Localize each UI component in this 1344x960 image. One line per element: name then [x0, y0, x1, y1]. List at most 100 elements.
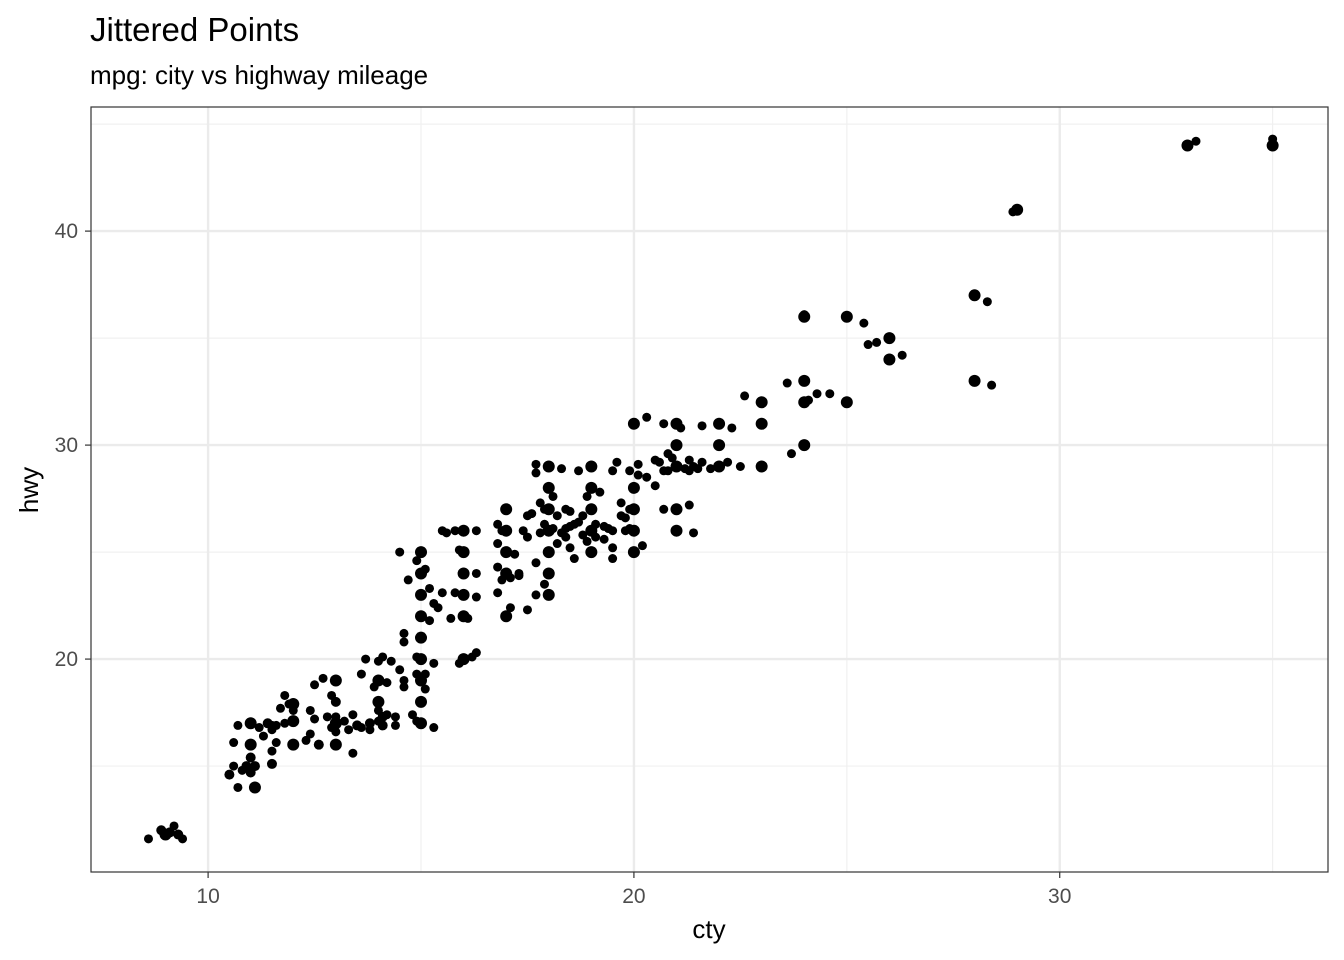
data-point [627, 524, 640, 537]
data-point [585, 481, 598, 494]
data-point [663, 466, 673, 476]
data-point [372, 695, 385, 708]
data-point [633, 470, 643, 480]
data-point [249, 761, 260, 772]
data-point [450, 526, 460, 536]
plot-panel [90, 106, 1329, 873]
data-point [305, 705, 315, 715]
data-point [305, 729, 315, 739]
data-point [280, 690, 290, 700]
data-point [723, 457, 733, 467]
data-point [415, 717, 428, 730]
data-point [535, 498, 545, 508]
data-point [693, 464, 703, 474]
data-point [582, 536, 592, 546]
data-point [713, 439, 726, 452]
data-point [1011, 203, 1024, 216]
data-point [1266, 139, 1279, 152]
data-point [569, 554, 579, 564]
data-point [229, 738, 239, 748]
data-point [377, 720, 388, 731]
data-point [713, 417, 726, 430]
data-point [505, 573, 515, 583]
data-point [429, 658, 439, 668]
data-point [415, 588, 428, 601]
data-point [518, 526, 528, 536]
data-point [287, 698, 300, 711]
data-point [612, 457, 622, 467]
data-point [248, 781, 261, 794]
data-point [637, 541, 647, 551]
data-point [493, 519, 503, 529]
data-point [500, 503, 513, 516]
data-point [982, 297, 992, 307]
data-point [654, 457, 664, 467]
data-point [382, 710, 392, 720]
data-point [968, 374, 981, 387]
data-point [531, 590, 541, 600]
data-point [608, 554, 618, 564]
data-point [386, 656, 396, 666]
data-point [689, 528, 699, 538]
data-point [415, 653, 428, 666]
data-point [415, 695, 428, 708]
data-point [727, 423, 737, 433]
data-point [271, 738, 281, 748]
data-point [415, 631, 428, 644]
data-point [522, 605, 532, 615]
data-point [863, 340, 873, 350]
data-point [522, 532, 532, 542]
data-point [471, 648, 481, 658]
data-point [267, 746, 277, 756]
data-point [786, 449, 796, 459]
data-point [804, 395, 814, 405]
data-point [266, 758, 277, 769]
data-point [399, 682, 409, 692]
data-point [233, 720, 243, 730]
data-point [608, 543, 618, 553]
data-point [642, 412, 652, 422]
data-point [403, 575, 413, 585]
data-point [565, 543, 575, 553]
x-tick-label: 20 [622, 885, 645, 908]
data-point [755, 396, 768, 409]
data-point [457, 653, 470, 666]
data-point [322, 712, 332, 722]
data-point [425, 583, 435, 593]
data-point [799, 310, 809, 320]
data-point [372, 674, 385, 687]
data-point [825, 389, 835, 399]
data-point [542, 546, 555, 559]
data-point [582, 491, 592, 501]
y-tick-label: 40 [55, 220, 78, 243]
data-point [650, 481, 660, 491]
data-point [552, 511, 562, 521]
data-point [271, 720, 281, 730]
y-tick-label: 30 [55, 434, 78, 457]
data-point [420, 669, 430, 679]
data-point [557, 464, 567, 474]
data-point [542, 481, 555, 494]
data-point [627, 503, 640, 516]
data-point [407, 710, 417, 720]
data-point [595, 487, 605, 497]
data-point [344, 725, 354, 735]
data-point [329, 674, 342, 687]
panel-background [91, 107, 1328, 872]
data-point [330, 696, 341, 707]
data-point [395, 665, 405, 675]
data-points [143, 134, 1279, 844]
data-point [399, 628, 409, 638]
data-point [670, 439, 683, 452]
data-point [755, 460, 768, 473]
data-point [493, 588, 503, 598]
data-point [531, 468, 541, 478]
data-point [365, 725, 375, 735]
data-point [420, 564, 430, 574]
data-point [415, 546, 428, 559]
data-point [457, 524, 470, 537]
data-point [608, 526, 618, 536]
data-point [331, 727, 341, 737]
data-point [684, 500, 694, 510]
data-point [390, 712, 400, 722]
